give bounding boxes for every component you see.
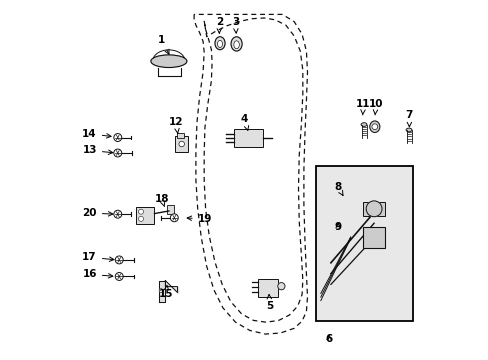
Circle shape (371, 124, 377, 130)
Text: 18: 18 (154, 194, 169, 207)
Ellipse shape (230, 37, 242, 51)
Bar (136, 207, 154, 224)
Bar (176, 134, 184, 138)
Text: 11: 11 (355, 99, 370, 115)
Ellipse shape (233, 41, 239, 49)
Text: 6: 6 (325, 334, 332, 344)
Ellipse shape (151, 55, 186, 68)
Text: 2: 2 (215, 17, 223, 33)
Text: 14: 14 (82, 129, 111, 139)
Text: 5: 5 (265, 294, 273, 311)
Circle shape (114, 134, 122, 141)
Text: 8: 8 (334, 182, 342, 195)
Text: 20: 20 (82, 208, 113, 218)
Bar (175, 136, 187, 152)
Circle shape (138, 209, 143, 214)
Bar (316, 166, 412, 321)
Circle shape (138, 216, 143, 221)
Circle shape (115, 273, 123, 280)
Circle shape (114, 210, 122, 218)
Circle shape (366, 201, 381, 217)
Text: 16: 16 (82, 269, 113, 279)
Text: 4: 4 (240, 114, 248, 130)
Circle shape (170, 214, 178, 222)
Text: 9: 9 (334, 222, 341, 232)
Bar (363, 227, 384, 248)
Bar (258, 279, 277, 297)
Circle shape (277, 283, 285, 290)
Ellipse shape (406, 128, 411, 132)
Circle shape (114, 149, 122, 157)
Text: 17: 17 (82, 252, 114, 262)
Text: 1: 1 (158, 35, 169, 54)
Text: 15: 15 (159, 285, 173, 300)
Bar (233, 129, 262, 147)
Ellipse shape (361, 123, 366, 126)
Bar (167, 206, 174, 215)
Text: 10: 10 (368, 99, 383, 115)
Circle shape (115, 256, 123, 264)
Circle shape (179, 141, 184, 147)
Ellipse shape (369, 121, 379, 132)
Text: 19: 19 (187, 214, 212, 224)
Polygon shape (159, 281, 165, 302)
Polygon shape (165, 281, 177, 292)
Text: 13: 13 (82, 145, 113, 156)
Ellipse shape (217, 40, 222, 48)
Ellipse shape (215, 37, 224, 50)
Text: 3: 3 (231, 17, 239, 33)
Text: 7: 7 (405, 110, 412, 127)
Text: 12: 12 (168, 117, 183, 133)
Circle shape (159, 289, 163, 292)
Bar (363, 202, 384, 216)
